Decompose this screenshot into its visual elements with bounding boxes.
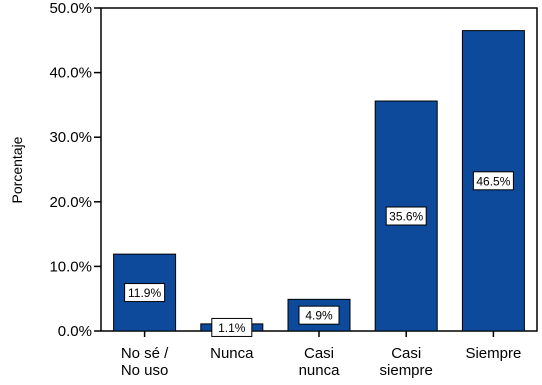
- y-tick-label: 20.0%: [49, 194, 92, 211]
- y-tick-label: 50.0%: [49, 0, 92, 17]
- x-tick-label: Casi nunca: [299, 345, 341, 379]
- x-tick-label: Casi siempre: [380, 345, 433, 379]
- data-label-box: [298, 305, 340, 325]
- plot-area: 0.0% 10.0% 20.0% 30.0% 40.0% 50.0% No sé / No u…: [49, 0, 538, 379]
- data-label-box: [385, 206, 427, 226]
- data-label: 35.6%: [389, 210, 423, 224]
- y-tick-label: 10.0%: [49, 258, 92, 275]
- y-tick-label: 40.0%: [49, 65, 92, 82]
- x-tick-label: Siempre: [465, 345, 521, 362]
- data-label: 46.5%: [476, 174, 510, 188]
- data-label: 1.1%: [218, 321, 246, 335]
- data-label: 4.9%: [305, 309, 333, 323]
- data-label-box: [211, 317, 253, 337]
- x-tick-label: No sé / No uso: [121, 345, 169, 379]
- data-label: 11.9%: [128, 286, 161, 300]
- y-tick-label: 30.0%: [49, 129, 92, 146]
- x-tick-label: Nunca: [210, 345, 254, 362]
- y-axis-title: Porcentaje: [9, 136, 25, 203]
- y-tick-label: 0.0%: [58, 323, 92, 340]
- data-label-box: [124, 283, 166, 303]
- data-label-box: [472, 171, 514, 191]
